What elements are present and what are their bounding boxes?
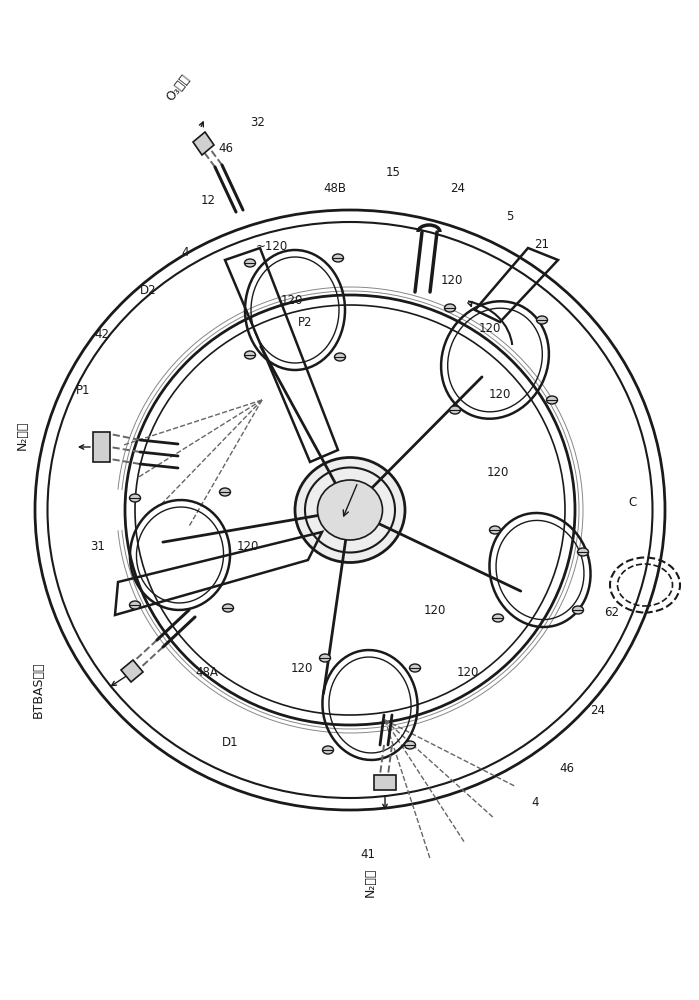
- Text: 12: 12: [201, 194, 215, 207]
- Ellipse shape: [222, 604, 233, 612]
- Ellipse shape: [489, 526, 500, 534]
- Ellipse shape: [245, 351, 256, 359]
- Polygon shape: [193, 132, 214, 155]
- Ellipse shape: [319, 654, 331, 662]
- Text: 46: 46: [559, 762, 575, 774]
- Ellipse shape: [493, 614, 503, 622]
- Text: 5: 5: [506, 210, 514, 223]
- Ellipse shape: [245, 259, 256, 267]
- Text: 120: 120: [489, 387, 511, 400]
- Text: 4: 4: [181, 245, 189, 258]
- Text: 4: 4: [531, 796, 539, 808]
- Text: 15: 15: [386, 165, 401, 178]
- Text: ~120: ~120: [256, 239, 288, 252]
- Text: 41: 41: [361, 848, 375, 861]
- Text: P2: P2: [298, 316, 312, 328]
- Text: C: C: [628, 495, 636, 508]
- Polygon shape: [374, 775, 396, 790]
- Text: 24: 24: [591, 704, 605, 716]
- Text: 120: 120: [237, 540, 259, 552]
- Ellipse shape: [577, 548, 589, 556]
- Text: 62: 62: [605, 605, 619, 618]
- Ellipse shape: [219, 488, 231, 496]
- Ellipse shape: [129, 494, 140, 502]
- Text: 120: 120: [479, 322, 501, 334]
- Ellipse shape: [537, 316, 547, 324]
- Text: 120: 120: [291, 662, 313, 674]
- Text: D1: D1: [222, 736, 238, 748]
- Ellipse shape: [410, 664, 421, 672]
- Text: 120: 120: [457, 666, 480, 678]
- Ellipse shape: [449, 406, 461, 414]
- Text: 48B: 48B: [324, 182, 347, 194]
- Text: 120: 120: [424, 603, 446, 616]
- Text: D2: D2: [140, 284, 157, 296]
- Ellipse shape: [572, 606, 584, 614]
- Polygon shape: [121, 660, 143, 682]
- Text: 120: 120: [487, 466, 509, 479]
- Text: P1: P1: [75, 383, 90, 396]
- Text: 31: 31: [91, 540, 106, 554]
- Ellipse shape: [445, 304, 456, 312]
- Ellipse shape: [405, 741, 415, 749]
- Text: 120: 120: [281, 294, 303, 306]
- Polygon shape: [93, 432, 110, 462]
- Text: 48A: 48A: [196, 666, 218, 678]
- Text: 21: 21: [535, 237, 549, 250]
- Ellipse shape: [322, 746, 333, 754]
- Ellipse shape: [333, 254, 343, 262]
- Text: 24: 24: [450, 182, 466, 194]
- Ellipse shape: [547, 396, 558, 404]
- Text: O₃气体: O₃气体: [164, 72, 192, 104]
- Ellipse shape: [129, 601, 140, 609]
- Text: BTBAS气体: BTBAS气体: [31, 662, 45, 718]
- Text: 32: 32: [250, 115, 266, 128]
- Text: 120: 120: [441, 273, 463, 286]
- Text: 46: 46: [219, 141, 233, 154]
- Ellipse shape: [335, 353, 345, 361]
- Ellipse shape: [317, 480, 382, 540]
- Text: N₂气体: N₂气体: [15, 420, 29, 450]
- Text: 42: 42: [94, 328, 110, 342]
- Text: N₂气体: N₂气体: [363, 867, 377, 897]
- Ellipse shape: [295, 458, 405, 562]
